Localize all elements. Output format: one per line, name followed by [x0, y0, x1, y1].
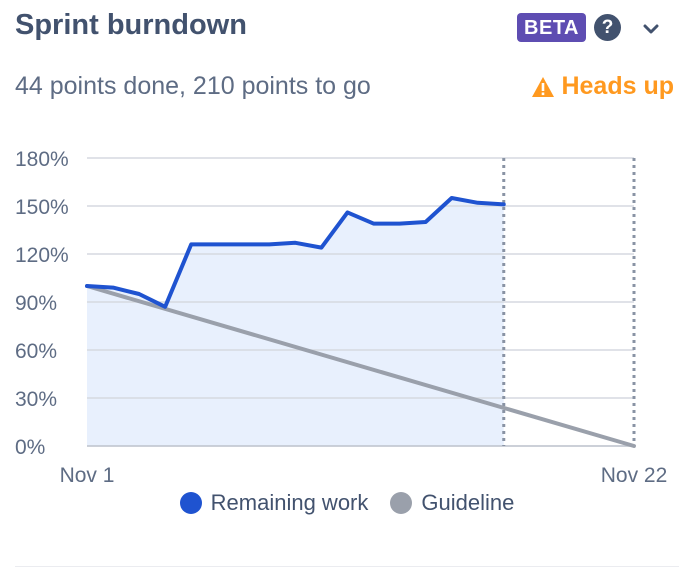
- y-tick-label: 30%: [15, 388, 57, 411]
- chart-legend: Remaining work Guideline: [0, 490, 694, 516]
- legend-label-guideline: Guideline: [421, 490, 515, 515]
- chevron-down-icon[interactable]: [643, 23, 659, 35]
- bottom-divider: [15, 566, 679, 567]
- x-tick-label: Nov 1: [60, 464, 115, 487]
- legend-swatch-guideline: [390, 492, 413, 514]
- legend-item-guideline[interactable]: Guideline: [390, 490, 514, 516]
- page-title: Sprint burndown: [15, 9, 247, 41]
- x-tick-label: Nov 22: [601, 464, 668, 487]
- burndown-chart: 0% 30% 60% 90% 120% 150% 180% Nov 1 Nov 22: [15, 148, 668, 487]
- legend-item-remaining[interactable]: Remaining work: [179, 490, 369, 516]
- warning-triangle-icon: [532, 76, 555, 97]
- y-tick-label: 60%: [15, 340, 57, 363]
- header-actions: BETA ?: [517, 13, 659, 42]
- heads-up-label: Heads up: [561, 72, 674, 100]
- beta-badge: BETA: [517, 13, 586, 42]
- remaining-work-line: [85, 196, 506, 309]
- legend-swatch-remaining: [179, 492, 202, 514]
- remaining-area: [87, 198, 504, 446]
- y-tick-label: 120%: [15, 244, 69, 267]
- legend-label-remaining: Remaining work: [210, 490, 369, 515]
- sprint-summary: 44 points done, 210 points to go: [15, 72, 371, 100]
- heads-up-link[interactable]: Heads up: [531, 72, 674, 101]
- y-tick-label: 0%: [15, 436, 45, 459]
- y-tick-label: 90%: [15, 292, 57, 315]
- help-icon[interactable]: ?: [594, 14, 621, 41]
- y-tick-label: 180%: [15, 148, 69, 171]
- guideline-line: [85, 284, 636, 448]
- y-tick-label: 150%: [15, 196, 69, 219]
